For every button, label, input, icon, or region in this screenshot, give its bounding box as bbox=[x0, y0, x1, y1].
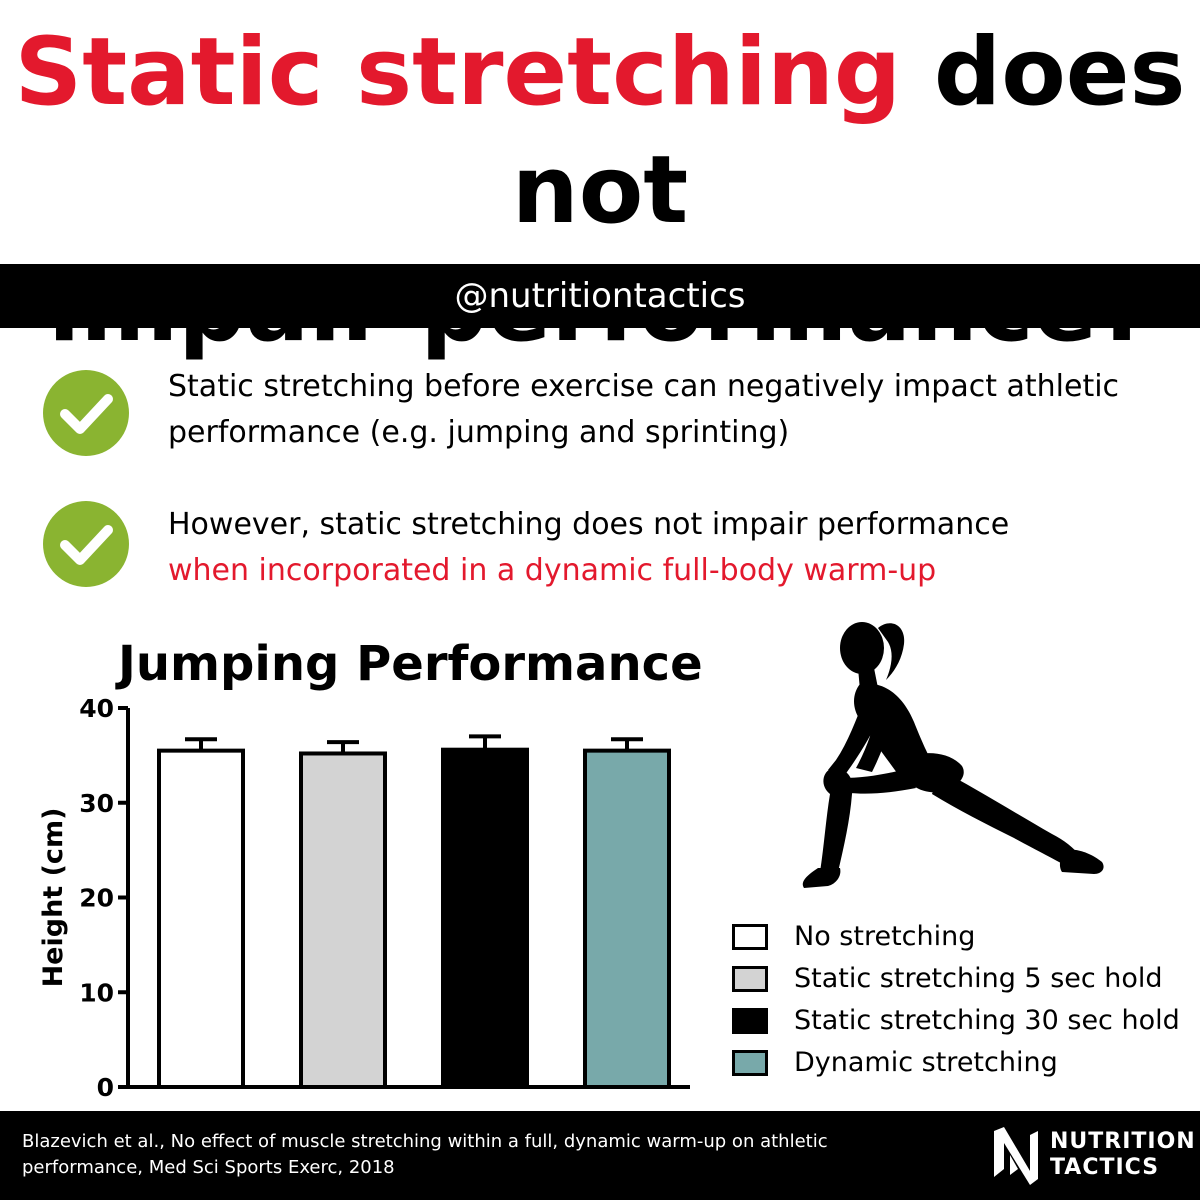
footer: Blazevich et al., No effect of muscle st… bbox=[0, 1111, 1200, 1200]
checkmark-circle-icon bbox=[43, 501, 129, 587]
y-tick-label: 0 bbox=[97, 1073, 114, 1100]
bar bbox=[441, 747, 529, 1089]
legend-label: Static stretching 5 sec hold bbox=[794, 963, 1163, 994]
key-point-2-highlight: when incorporated in a dynamic full-body… bbox=[168, 553, 937, 588]
key-point-2: However, static stretching does not impa… bbox=[168, 502, 1178, 594]
handle-bar: @nutritiontactics bbox=[0, 264, 1200, 328]
legend-swatch-black bbox=[732, 1008, 768, 1034]
checkmark-circle-icon bbox=[43, 370, 129, 456]
key-point-1-text: Static stretching before exercise can ne… bbox=[168, 369, 1120, 450]
y-tick-label: 20 bbox=[79, 884, 114, 913]
key-point-2-text: However, static stretching does not impa… bbox=[168, 507, 1010, 542]
social-handle: @nutritiontactics bbox=[454, 276, 746, 316]
bar bbox=[157, 748, 245, 1089]
bar bbox=[583, 748, 671, 1089]
stretching-woman-silhouette bbox=[802, 622, 1104, 888]
y-tick-label: 10 bbox=[79, 978, 114, 1007]
citation: Blazevich et al., No effect of muscle st… bbox=[22, 1131, 828, 1178]
y-tick-label: 40 bbox=[79, 694, 114, 723]
title-line-1: Static stretching does not bbox=[0, 14, 1200, 250]
y-tick-label: 30 bbox=[79, 789, 114, 818]
legend-label: Static stretching 30 sec hold bbox=[794, 1005, 1180, 1036]
legend-label: No stretching bbox=[794, 921, 976, 952]
brand-line-1: NUTRITION bbox=[1050, 1129, 1196, 1154]
bar-chart: 0 10 20 30 40 Height (cm) bbox=[38, 694, 690, 1100]
y-axis-label: Height (cm) bbox=[38, 808, 69, 988]
title-highlight: Static stretching bbox=[14, 18, 902, 127]
brand-line-2: TACTICS bbox=[1050, 1155, 1160, 1180]
brand: NUTRITION TACTICS bbox=[990, 1125, 1195, 1187]
title-rest: does not bbox=[511, 18, 1186, 245]
nutrition-tactics-logo-icon bbox=[994, 1127, 1038, 1185]
legend-label: Dynamic stretching bbox=[794, 1047, 1058, 1078]
legend-swatch-teal bbox=[732, 1050, 768, 1076]
legend-swatch-white bbox=[732, 924, 768, 950]
legend-swatch-grey bbox=[732, 966, 768, 992]
key-point-1: Static stretching before exercise can ne… bbox=[168, 364, 1178, 456]
bar bbox=[299, 751, 387, 1089]
chart-title: Jumping Performance bbox=[118, 636, 703, 692]
brand-name: NUTRITION TACTICS bbox=[1050, 1129, 1196, 1181]
